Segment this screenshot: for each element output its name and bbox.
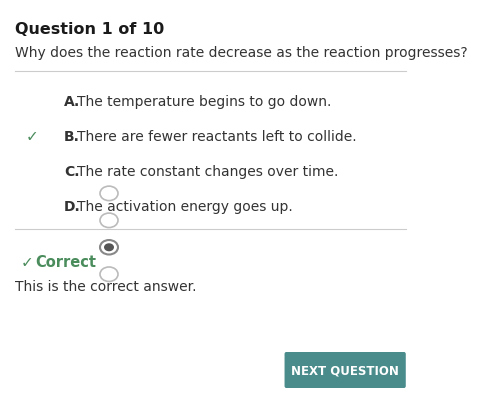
Text: B.: B. [64, 130, 80, 144]
Text: ✓: ✓ [21, 254, 34, 269]
Text: Correct: Correct [36, 254, 96, 269]
Text: Question 1 of 10: Question 1 of 10 [15, 22, 165, 37]
Text: There are fewer reactants left to collide.: There are fewer reactants left to collid… [78, 130, 357, 144]
FancyBboxPatch shape [284, 352, 406, 388]
Text: NEXT QUESTION: NEXT QUESTION [291, 364, 399, 377]
Text: ✓: ✓ [26, 129, 38, 144]
Text: This is the correct answer.: This is the correct answer. [15, 279, 196, 293]
Text: The activation energy goes up.: The activation energy goes up. [78, 200, 293, 213]
Text: The temperature begins to go down.: The temperature begins to go down. [78, 95, 332, 109]
Text: A.: A. [64, 95, 80, 109]
Text: D.: D. [64, 200, 80, 213]
Text: The rate constant changes over time.: The rate constant changes over time. [78, 164, 339, 178]
Text: C.: C. [64, 164, 80, 178]
Text: Why does the reaction rate decrease as the reaction progresses?: Why does the reaction rate decrease as t… [15, 46, 468, 60]
